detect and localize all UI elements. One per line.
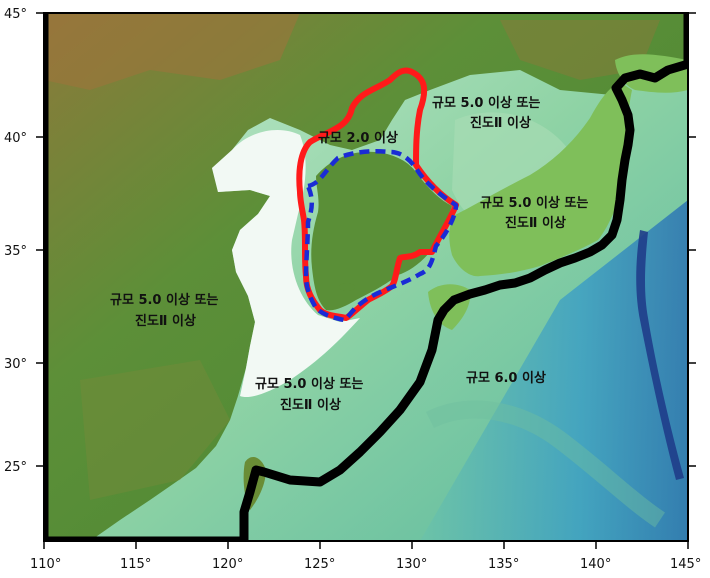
blue-dashed-boundary — [303, 149, 459, 323]
label-japan-line2: 진도Ⅱ 이상 — [505, 215, 566, 231]
label-pacific: 규모 6.0 이상 — [466, 370, 546, 386]
label-korea-threshold: 규모 2.0 이상 — [318, 130, 398, 146]
label-china-line1: 규모 5.0 이상 또는 — [110, 292, 218, 308]
map-frame — [43, 12, 689, 542]
lon-label-120: 120° — [212, 557, 243, 572]
lon-label-110: 110° — [30, 557, 61, 572]
black-boundary — [239, 13, 688, 541]
label-china-line2: 진도Ⅱ 이상 — [135, 313, 196, 329]
jeju-island — [339, 283, 355, 291]
label-northeast-line2: 진도Ⅱ 이상 — [470, 115, 531, 131]
highland-south-china — [80, 360, 230, 500]
lat-label-45: 45° — [4, 7, 27, 22]
yellow-sea — [212, 130, 360, 398]
lon-label-135: 135° — [488, 557, 519, 572]
lat-label-25: 25° — [4, 460, 27, 475]
lon-label-125: 125° — [304, 557, 335, 572]
lon-ticks — [43, 541, 689, 549]
lat-ticks — [36, 12, 696, 467]
asia-mainland — [44, 13, 688, 541]
map-area — [44, 13, 688, 541]
ridge-texture — [425, 400, 666, 528]
highland-north — [44, 13, 300, 90]
korean-peninsula — [311, 151, 452, 311]
label-japan-line1: 규모 5.0 이상 또는 — [480, 195, 588, 211]
lat-label-35: 35° — [4, 244, 27, 259]
lon-label-145: 145° — [670, 557, 701, 572]
japan-honshu — [449, 82, 632, 277]
lon-label-130: 130° — [396, 557, 427, 572]
trench — [636, 230, 684, 480]
lon-label-115: 115° — [120, 557, 151, 572]
lon-label-140: 140° — [580, 557, 611, 572]
label-ecs-line2: 진도Ⅱ 이상 — [280, 397, 341, 413]
label-ecs-line1: 규모 5.0 이상 또는 — [255, 376, 363, 392]
lat-label-40: 40° — [4, 131, 27, 146]
label-northeast-line1: 규모 5.0 이상 또는 — [432, 95, 540, 111]
lat-label-30: 30° — [4, 357, 27, 372]
pacific-deep-water — [420, 200, 688, 541]
